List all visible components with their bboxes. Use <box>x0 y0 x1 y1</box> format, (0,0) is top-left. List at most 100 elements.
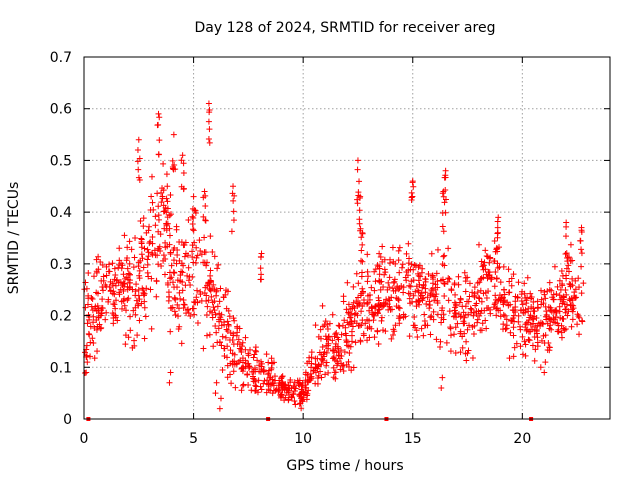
data-point <box>250 378 257 385</box>
data-point <box>149 240 156 247</box>
data-point <box>521 280 528 287</box>
data-point <box>416 281 423 288</box>
data-point <box>178 157 185 164</box>
data-point <box>167 191 174 198</box>
data-point <box>141 290 148 297</box>
data-point <box>127 327 134 334</box>
data-point <box>136 317 143 324</box>
data-point <box>136 296 143 303</box>
data-point <box>141 245 148 252</box>
data-point <box>288 385 295 392</box>
data-point <box>230 208 237 215</box>
data-point <box>322 318 329 325</box>
data-point <box>501 286 508 293</box>
data-point <box>359 258 366 265</box>
data-point <box>357 193 364 200</box>
data-point <box>465 347 472 354</box>
data-point <box>510 271 517 278</box>
data-point <box>501 297 508 304</box>
data-point <box>510 314 517 321</box>
data-point <box>406 255 413 262</box>
data-point <box>407 290 414 297</box>
data-point <box>240 381 247 388</box>
data-point <box>82 370 89 377</box>
data-point <box>94 323 101 330</box>
data-point <box>492 299 499 306</box>
data-point <box>277 393 284 400</box>
data-point <box>217 285 224 292</box>
data-point <box>359 285 366 292</box>
data-point <box>434 311 441 318</box>
data-point <box>312 380 319 387</box>
data-point <box>150 206 157 213</box>
data-point <box>211 253 218 260</box>
data-point <box>537 319 544 326</box>
data-point <box>565 268 572 275</box>
data-point <box>277 392 284 399</box>
data-points <box>81 100 587 412</box>
data-point <box>315 372 322 379</box>
data-point <box>85 311 92 318</box>
data-point <box>139 255 146 262</box>
data-point <box>380 303 387 310</box>
data-point <box>411 313 418 320</box>
data-point <box>320 323 327 330</box>
data-point <box>192 210 199 217</box>
data-point <box>409 193 416 200</box>
data-point <box>312 322 319 329</box>
data-point <box>279 378 286 385</box>
data-point <box>100 287 107 294</box>
data-point <box>397 314 404 321</box>
data-point <box>109 260 116 267</box>
data-point <box>82 279 89 286</box>
data-point <box>390 279 397 286</box>
data-point <box>494 260 501 267</box>
data-point <box>580 280 587 287</box>
data-point <box>479 320 486 327</box>
data-point <box>202 192 209 199</box>
data-point <box>395 297 402 304</box>
data-point <box>308 354 315 361</box>
data-point <box>219 333 226 340</box>
data-point <box>335 360 342 367</box>
data-point <box>441 280 448 287</box>
data-point <box>376 306 383 313</box>
data-point <box>251 366 258 373</box>
data-point <box>263 389 270 396</box>
data-point <box>236 341 243 348</box>
data-point <box>130 264 137 271</box>
data-point <box>321 349 328 356</box>
data-point <box>114 276 121 283</box>
data-point <box>457 295 464 302</box>
data-point <box>189 221 196 228</box>
data-point <box>422 289 429 296</box>
data-point <box>330 347 337 354</box>
data-point <box>183 310 190 317</box>
data-point <box>258 276 265 283</box>
data-point <box>370 317 377 324</box>
data-point <box>81 349 88 356</box>
data-point <box>304 378 311 385</box>
y-tick-label: 0.6 <box>50 102 72 118</box>
chart-title: Day 128 of 2024, SRMTID for receiver are… <box>195 20 496 36</box>
data-point <box>186 273 193 280</box>
data-point <box>562 233 569 240</box>
data-point <box>153 278 160 285</box>
data-point <box>130 307 137 314</box>
data-point <box>140 264 147 271</box>
data-point <box>353 270 360 277</box>
data-point <box>362 320 369 327</box>
data-point <box>578 250 585 257</box>
data-point <box>541 288 548 295</box>
data-point <box>377 254 384 261</box>
data-point <box>415 287 422 294</box>
data-point <box>350 283 357 290</box>
data-point <box>317 326 324 333</box>
data-point <box>491 301 498 308</box>
data-point <box>440 316 447 323</box>
data-point <box>358 290 365 297</box>
data-point <box>567 283 574 290</box>
data-point <box>379 243 386 250</box>
data-point <box>500 311 507 318</box>
data-point <box>415 264 422 271</box>
